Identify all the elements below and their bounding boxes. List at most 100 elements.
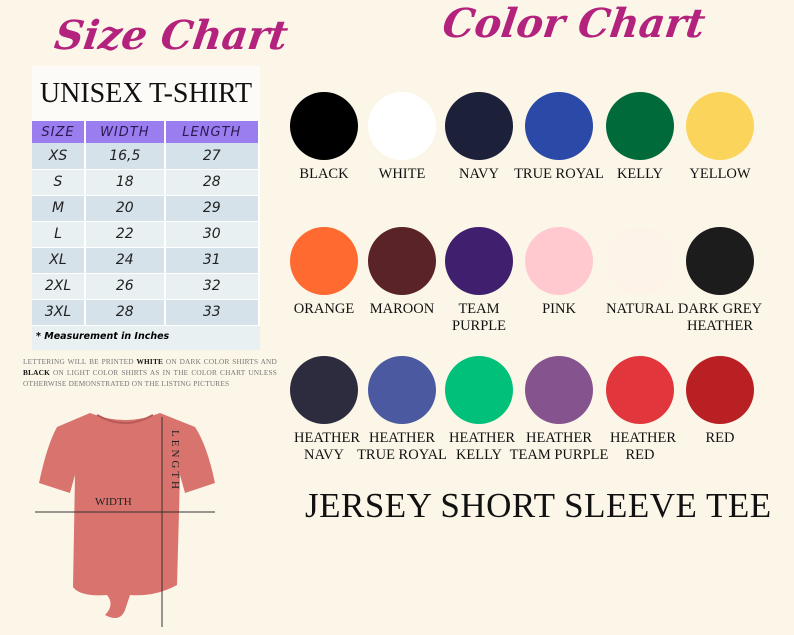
color-label: BLACK	[299, 166, 349, 182]
size-row: 3XL 28 33	[32, 299, 261, 326]
color-label: HEATHER TRUE ROYAL	[357, 430, 447, 463]
tshirt-diagram: WIDTH LENGTH	[35, 413, 215, 627]
color-label: RED	[705, 430, 735, 446]
color-label: HEATHER RED	[610, 430, 677, 463]
color-label: NATURAL	[606, 301, 674, 317]
color-swatch: NAVY	[414, 92, 544, 183]
color-circle	[525, 356, 593, 424]
size-cell: M	[32, 195, 86, 222]
length-label: LENGTH	[169, 430, 181, 492]
color-circle	[445, 92, 513, 160]
tshirt-shape	[39, 413, 215, 619]
color-circle	[368, 92, 436, 160]
disclaimer-white: WHITE	[136, 357, 164, 366]
color-swatch: BLACK	[259, 92, 389, 183]
length-cell: 33	[164, 299, 261, 326]
color-swatch: YELLOW	[655, 92, 785, 183]
color-circle	[606, 227, 674, 295]
color-swatch: HEATHER KELLY	[414, 356, 544, 464]
header-size: SIZE	[32, 121, 86, 143]
color-circle	[368, 227, 436, 295]
size-cell: S	[32, 169, 86, 196]
disclaimer-text: on light color shirts as in the color ch…	[23, 368, 277, 388]
width-cell: 28	[84, 299, 166, 326]
color-circle	[686, 92, 754, 160]
size-cell: L	[32, 221, 86, 248]
color-label: MAROON	[369, 301, 435, 317]
size-row: XS 16,5 27	[32, 143, 261, 170]
size-cell: XL	[32, 247, 86, 274]
disclaimer-text: Lettering will be printed	[23, 357, 137, 366]
length-cell: 30	[164, 221, 261, 248]
width-label: WIDTH	[95, 496, 132, 508]
color-label: HEATHER NAVY	[294, 430, 361, 463]
product-title: JERSEY SHORT SLEEVE TEE	[305, 486, 772, 525]
size-row: XL 24 31	[32, 247, 261, 274]
color-circle	[606, 356, 674, 424]
color-label: YELLOW	[689, 166, 751, 182]
color-swatch: TRUE ROYAL	[494, 92, 624, 183]
size-cell: 2XL	[32, 273, 86, 300]
color-swatch: HEATHER RED	[575, 356, 705, 464]
color-swatch: TEAM PURPLE	[414, 227, 544, 335]
color-label: NAVY	[458, 166, 500, 182]
size-row: L 22 30	[32, 221, 261, 248]
size-row: S 18 28	[32, 169, 261, 196]
color-swatch: ORANGE	[259, 227, 389, 318]
length-cell: 27	[164, 143, 261, 170]
color-swatch: WHITE	[337, 92, 467, 183]
size-cell: 3XL	[32, 299, 86, 326]
width-cell: 26	[84, 273, 166, 300]
length-cell: 29	[164, 195, 261, 222]
disclaimer-text: on dark color shirts and	[163, 357, 277, 366]
color-swatch: NATURAL	[575, 227, 705, 318]
color-swatch: HEATHER NAVY	[259, 356, 389, 464]
header-width: WIDTH	[84, 121, 166, 143]
width-cell: 20	[84, 195, 166, 222]
width-cell: 24	[84, 247, 166, 274]
color-chart-title: Color Chart	[439, 0, 709, 47]
color-circle	[290, 356, 358, 424]
color-circle	[606, 92, 674, 160]
disclaimer-black: BLACK	[23, 368, 50, 377]
collar	[96, 414, 154, 424]
color-label: DARK GREY HEATHER	[677, 301, 763, 334]
color-label: PINK	[542, 301, 576, 317]
color-label: KELLY	[616, 166, 664, 182]
size-row: M 20 29	[32, 195, 261, 222]
size-table: SIZE WIDTH LENGTH XS 16,5 27 S 18 28 M 20 29 L 22 3…	[32, 121, 261, 326]
width-cell: 22	[84, 221, 166, 248]
length-cell: 31	[164, 247, 261, 274]
color-swatch: KELLY	[575, 92, 705, 183]
width-cell: 18	[84, 169, 166, 196]
color-label: TRUE ROYAL	[514, 166, 604, 182]
length-cell: 32	[164, 273, 261, 300]
color-circle	[525, 227, 593, 295]
length-cell: 28	[164, 169, 261, 196]
color-circle	[445, 356, 513, 424]
color-label: ORANGE	[293, 301, 355, 317]
color-label: HEATHER KELLY	[449, 430, 516, 463]
color-swatch: PINK	[494, 227, 624, 318]
size-table-title: UNISEX T-SHIRT	[39, 77, 253, 109]
measurement-note: * Measurement in Inches	[32, 325, 260, 350]
color-circle	[686, 227, 754, 295]
print-disclaimer: Lettering will be printed WHITE on dark …	[23, 356, 277, 389]
header-length: LENGTH	[164, 121, 261, 143]
color-label: HEATHER TEAM PURPLE	[509, 430, 609, 463]
color-circle	[368, 356, 436, 424]
width-cell: 16,5	[84, 143, 166, 170]
color-circle	[525, 92, 593, 160]
size-row: 2XL 26 32	[32, 273, 261, 300]
size-cell: XS	[32, 143, 86, 170]
color-swatch: HEATHER TEAM PURPLE	[494, 356, 624, 464]
color-swatch: HEATHER TRUE ROYAL	[337, 356, 467, 464]
color-swatch: MAROON	[337, 227, 467, 318]
color-circle	[686, 356, 754, 424]
color-label: WHITE	[378, 166, 426, 182]
color-circle	[445, 227, 513, 295]
color-swatch: DARK GREY HEATHER	[655, 227, 785, 335]
color-swatch: RED	[655, 356, 785, 447]
color-label: TEAM PURPLE	[452, 301, 506, 334]
color-circle	[290, 227, 358, 295]
